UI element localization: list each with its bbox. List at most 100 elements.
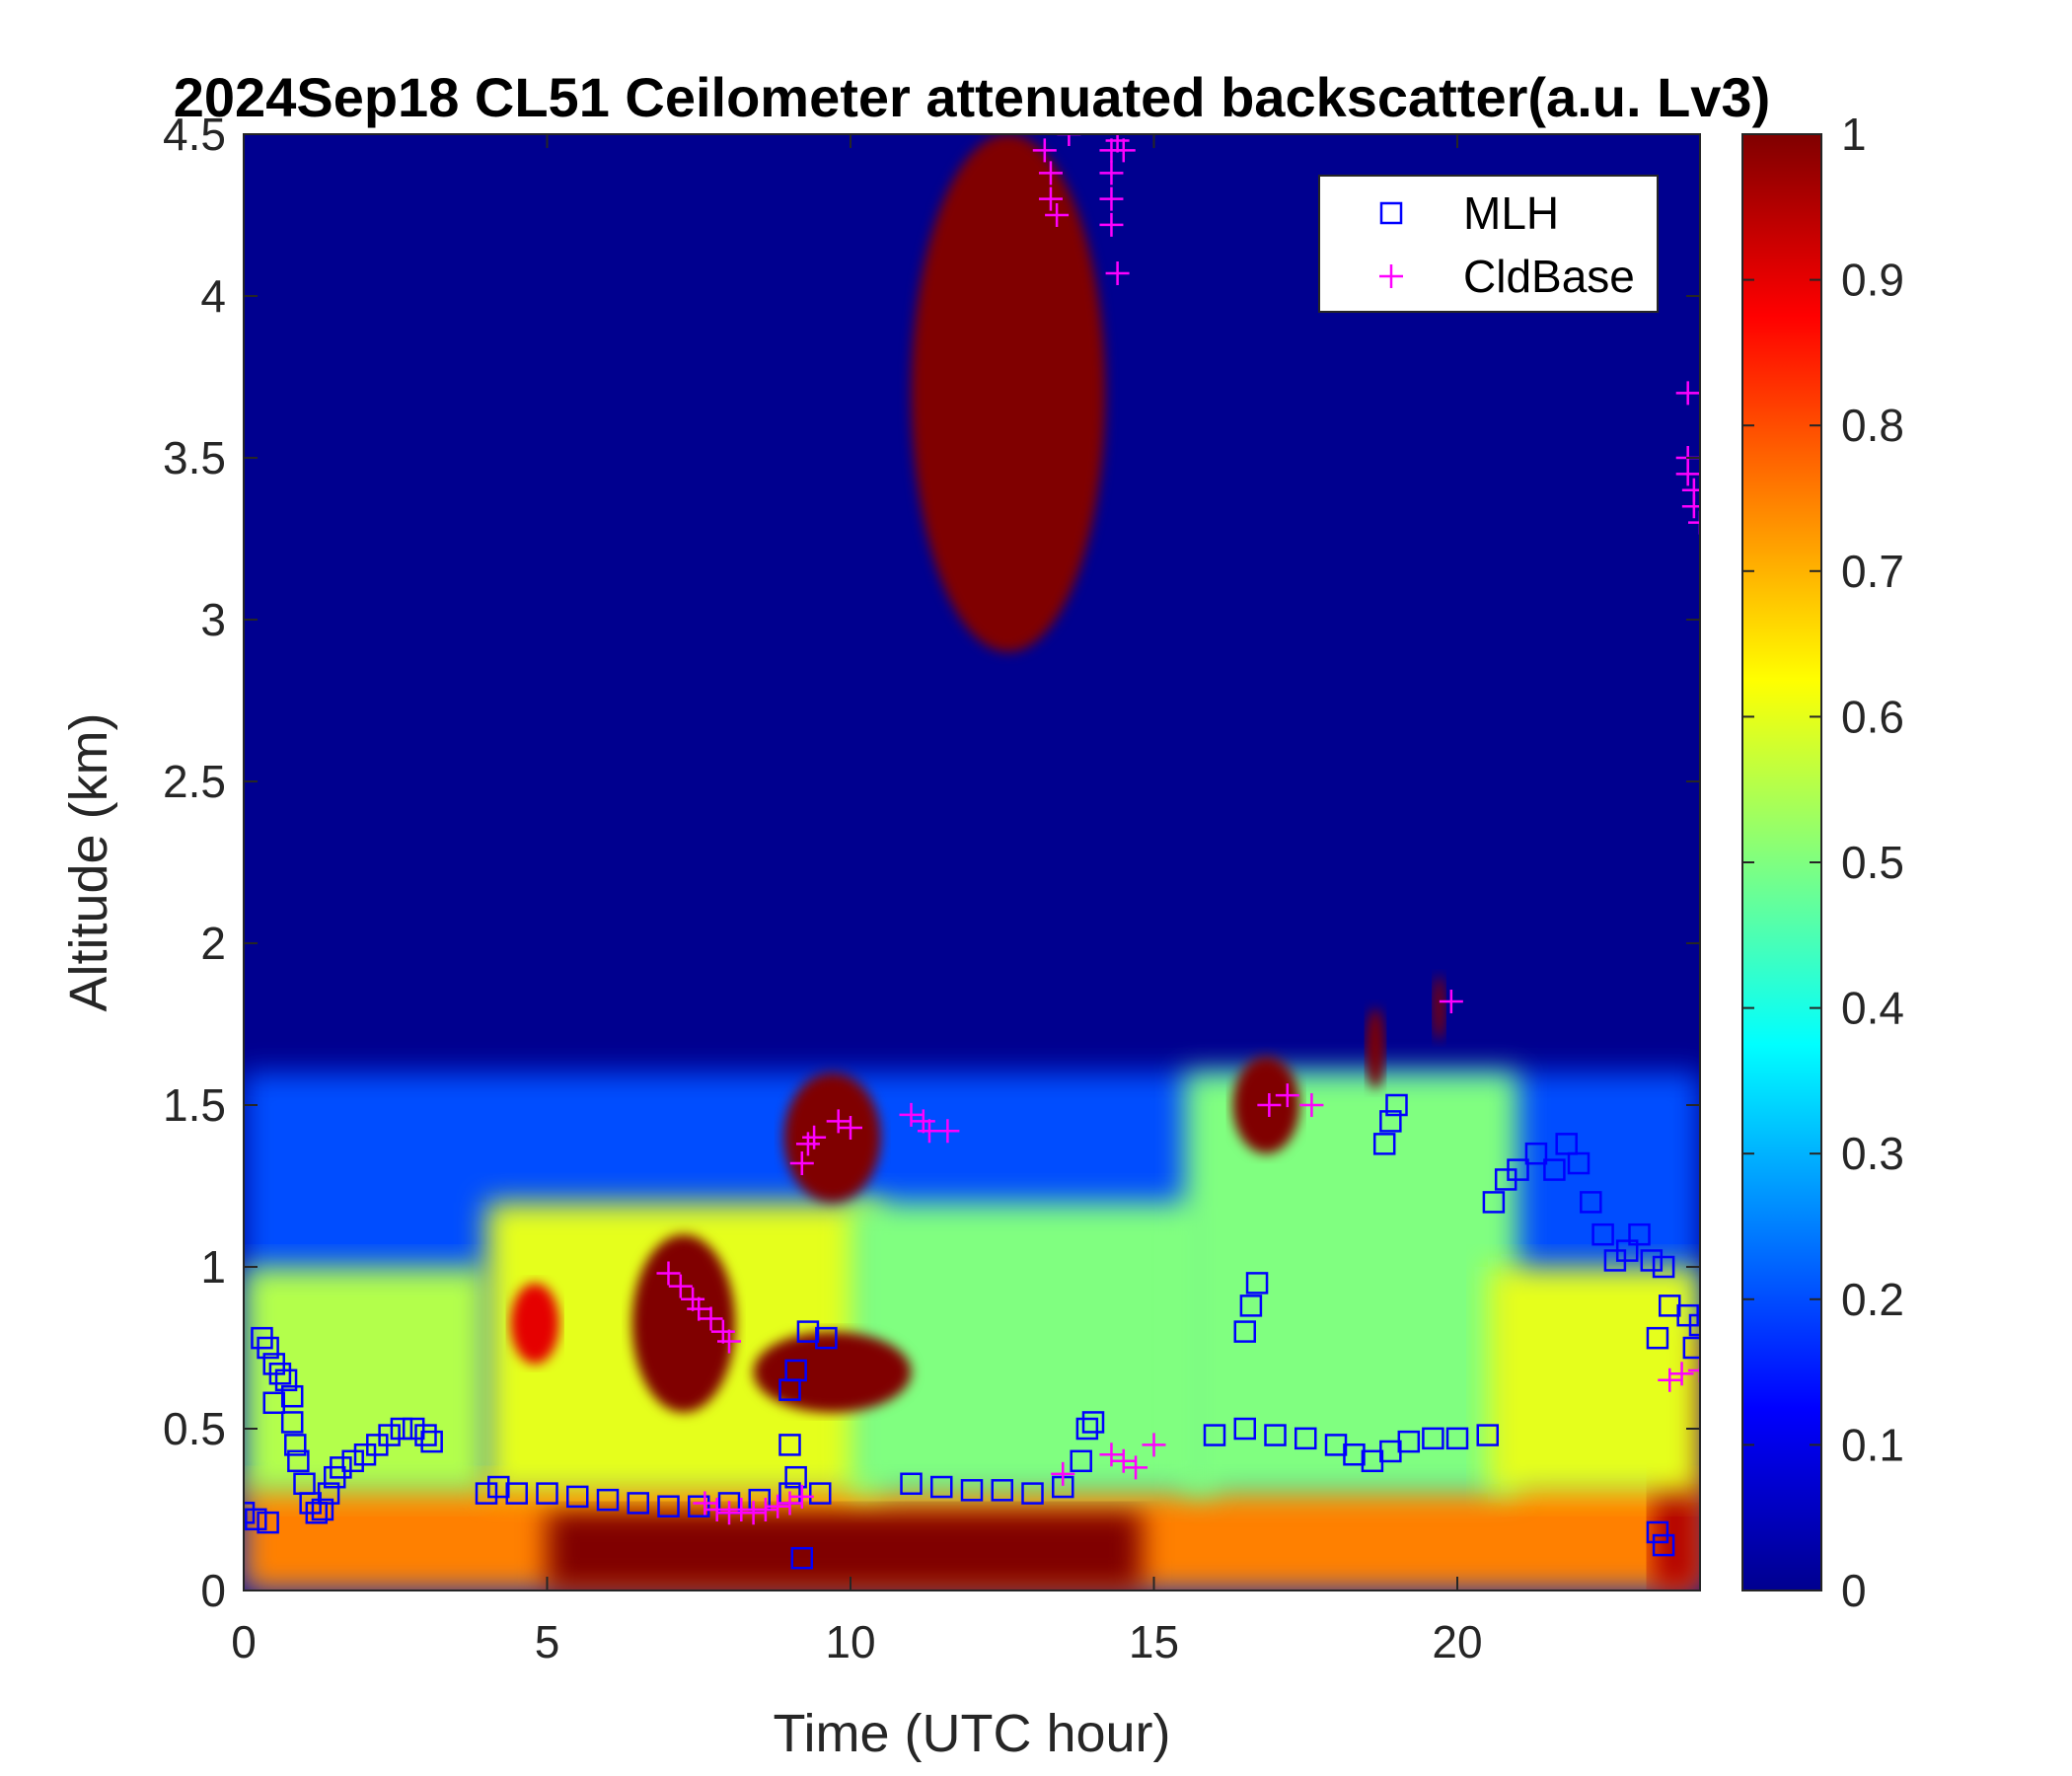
mlh-point (1081, 1411, 1105, 1434)
mlh-point (536, 1482, 558, 1505)
mlh-point (809, 1482, 832, 1505)
cldbase-point (681, 1287, 705, 1311)
cloud-14 (1433, 975, 1445, 1041)
cldbase-point (1099, 212, 1124, 237)
mlh-point (245, 1508, 267, 1531)
mlh-point (815, 1326, 838, 1350)
y-axis: 0 0.5 1 1.5 2 2.5 3 3.5 4 4.5 (163, 109, 1700, 1616)
mlh-point (1646, 1520, 1669, 1544)
cldbase-point (1111, 1448, 1136, 1473)
mlh-point (1295, 1427, 1317, 1450)
surface-layer-1 (547, 1510, 1143, 1591)
cldbase-point (1439, 990, 1463, 1014)
cldbase-point (753, 1498, 777, 1521)
cldbase-point (839, 1115, 862, 1140)
y-tick-label: 3.5 (163, 432, 226, 483)
mlh-point (284, 1434, 307, 1456)
mlh-point (1245, 1272, 1269, 1295)
mlh-point (1652, 1533, 1675, 1557)
y-tick-label: 0.5 (163, 1403, 226, 1454)
cldbase-point (1275, 1083, 1299, 1108)
colorbar-tick-label: 1 (1841, 109, 1867, 160)
cloud-11 (783, 1073, 881, 1203)
cldbase-point (668, 1274, 693, 1298)
cloud-15 (911, 134, 1106, 652)
mlh-point (257, 1336, 279, 1360)
cldbase-point (1105, 134, 1130, 153)
mlh-point (1379, 1110, 1402, 1133)
cldbase-point (911, 1109, 935, 1134)
mlh-point (475, 1482, 498, 1505)
mlh-point (991, 1479, 1013, 1502)
y-tick-label: 2.5 (163, 756, 226, 807)
mlh-point (341, 1449, 364, 1473)
mlh-point (784, 1359, 807, 1382)
legend-label-mlh: MLH (1463, 187, 1559, 239)
mlh-point (900, 1472, 923, 1496)
mlh-point (378, 1424, 401, 1446)
cldbase-point (1038, 186, 1063, 211)
legend-plus-marker (1379, 264, 1403, 288)
mlh-point (414, 1424, 437, 1446)
cldbase-point (766, 1494, 790, 1518)
colorbar-tick-label: 0.3 (1841, 1128, 1904, 1179)
colorbar-tick-label: 0.1 (1841, 1419, 1904, 1470)
y-tick-label: 3 (200, 594, 226, 645)
cldbase-point (1688, 1358, 1700, 1382)
mlh-point (262, 1391, 285, 1415)
mlh-point (274, 1369, 298, 1392)
mlh-point (1445, 1427, 1469, 1450)
backscatter-heatmap (244, 134, 1700, 1591)
y-tick-label: 1 (200, 1241, 226, 1293)
cldbase-point (1124, 1455, 1148, 1480)
colorbar-tick-label: 0.9 (1841, 255, 1904, 306)
aerosol-layer-3 (244, 1267, 486, 1494)
cldbase-point (1675, 462, 1700, 486)
mlh-point (1640, 1249, 1664, 1272)
cldbase-point (789, 1484, 814, 1509)
mlh-point (1555, 1133, 1578, 1155)
x-axis: 0 5 10 15 20 (231, 134, 1483, 1667)
mlh-point (1652, 1255, 1675, 1279)
series-mlh (244, 1093, 1700, 1570)
colorbar-ticks: 0 0.1 0.2 0.3 0.4 0.5 0.6 0.7 0.8 0.9 1 (1742, 109, 1904, 1616)
mlh-point (930, 1475, 953, 1499)
mlh-point (1567, 1151, 1591, 1175)
mlh-point (280, 1384, 304, 1408)
mlh-point (1580, 1191, 1602, 1214)
cloud-8 (631, 1234, 736, 1413)
mlh-point (1507, 1158, 1529, 1181)
mlh-point (1422, 1427, 1444, 1450)
mlh-point (960, 1479, 984, 1502)
cldbase-point (699, 1306, 723, 1331)
marker-layer (244, 134, 1700, 1570)
cldbase-point (1688, 510, 1700, 535)
colorbar-tick-label: 0.6 (1841, 691, 1904, 742)
mlh-point (1646, 1326, 1669, 1350)
series-cldbase (656, 134, 1700, 1525)
cldbase-point (1099, 1443, 1124, 1467)
mlh-point (1343, 1443, 1366, 1466)
mlh-point (280, 1411, 304, 1434)
legend-entries: MLH CldBase (1379, 187, 1635, 302)
mlh-point (1543, 1158, 1566, 1181)
mlh-point (1070, 1449, 1092, 1473)
cldbase-point (1675, 381, 1700, 406)
colorbar-tick-label: 0.8 (1841, 400, 1904, 451)
cldbase-point (693, 1491, 717, 1516)
mlh-point (627, 1492, 649, 1515)
mlh-point (420, 1430, 443, 1453)
colorbar-tick-label: 0.2 (1841, 1274, 1904, 1325)
mlh-point (1021, 1482, 1044, 1505)
cldbase-point (704, 1498, 729, 1521)
mlh-point (1615, 1239, 1639, 1262)
mlh-point (796, 1320, 820, 1343)
mlh-point (1397, 1430, 1421, 1453)
legend-box (1318, 175, 1659, 313)
mlh-point (1075, 1417, 1099, 1441)
mlh-point (317, 1482, 340, 1505)
mlh-point (330, 1456, 352, 1479)
cldbase-point (789, 1151, 814, 1176)
cldbase-point (1111, 138, 1136, 163)
